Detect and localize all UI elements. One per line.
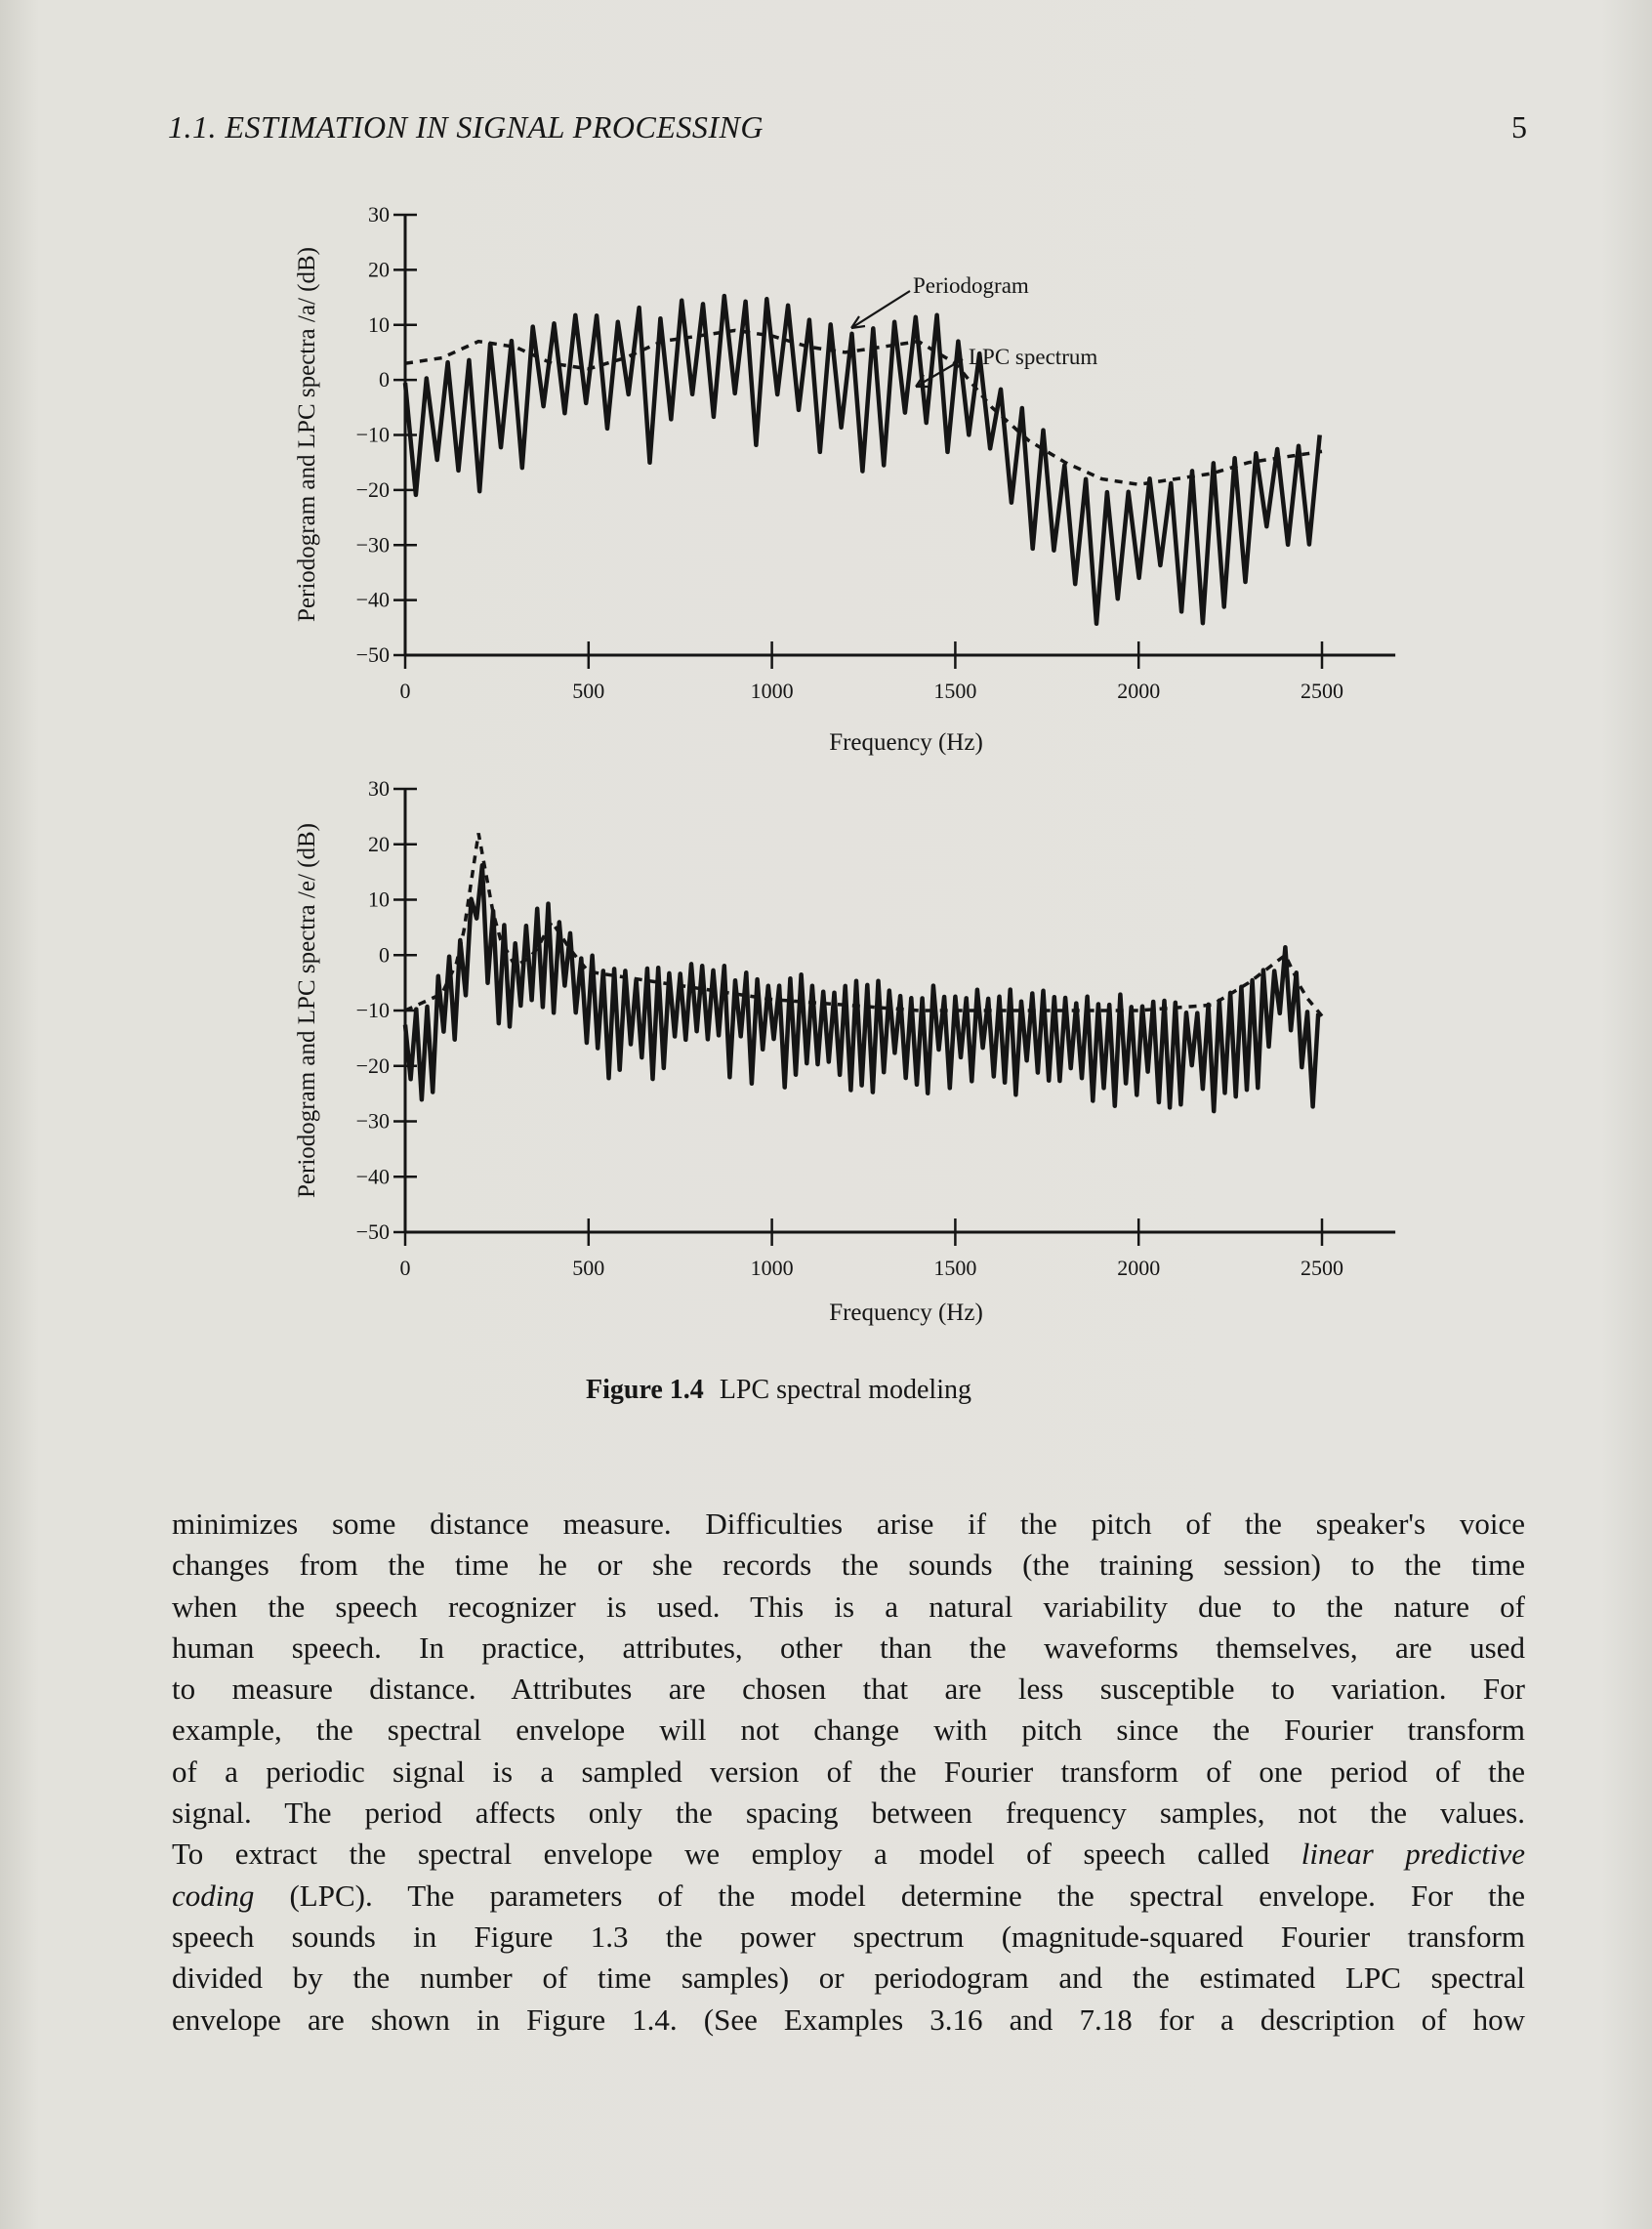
x-tick-label: 2000	[1117, 679, 1160, 703]
x-axis-title: Frequency (Hz)	[829, 729, 983, 756]
x-tick-label: 2500	[1301, 1256, 1343, 1280]
lpc-annotation: LPC spectrum	[969, 345, 1097, 369]
body-line: signal. The period affects only the spac…	[172, 1796, 1525, 1831]
y-tick-label: 10	[368, 887, 390, 912]
x-tick-label: 0	[400, 679, 411, 703]
chart-bottom: 30 20 10 0 −10 −20 −30 −40 −50 0 500 1000 1500 2000 25…	[294, 776, 1396, 1326]
body-text-run: To extract the spectral envelope we empl…	[172, 1837, 1270, 1872]
body-line: changes from the time he or she records …	[172, 1548, 1525, 1583]
body-line: example, the spectral envelope will not …	[172, 1713, 1525, 1748]
y-tick-label: 0	[379, 942, 390, 967]
running-head: 1.1. ESTIMATION IN SIGNAL PROCESSING 5	[168, 109, 1527, 152]
figure-caption: Figure 1.4 LPC spectral modeling	[586, 1375, 971, 1406]
periodogram-series-line	[402, 863, 1321, 1114]
lpc-arrow	[915, 358, 964, 389]
x-tick-label: 0	[400, 1256, 411, 1280]
body-line-with-italic: coding (LPC). The parameters of the mode…	[172, 1876, 1525, 1917]
y-tick-label: −40	[356, 588, 390, 612]
chart-top: 30 20 10 0 −10 −20 −30 −40 −50 0 500 1000 1500 2000 25…	[294, 202, 1396, 756]
body-line: when the speech recognizer is used. This…	[172, 1589, 1525, 1624]
body-line-with-italic: To extract the spectral envelope we empl…	[172, 1834, 1525, 1875]
body-line: divided by the number of time samples) o…	[172, 1961, 1525, 1996]
y-tick-label: −10	[356, 998, 390, 1022]
y-tick-label: 30	[368, 776, 390, 801]
y-tick-label: −30	[356, 532, 390, 557]
x-tick-label: 2500	[1301, 679, 1343, 703]
body-paragraph: minimizes some distance measure. Difficu…	[172, 1504, 1525, 2041]
body-line: human speech. In practice, attributes, o…	[172, 1630, 1525, 1665]
body-line: to measure distance. Attributes are chos…	[172, 1672, 1525, 1707]
y-axis-title: Periodogram and LPC spectra /a/ (dB)	[294, 247, 320, 622]
y-tick-label: 10	[368, 312, 390, 337]
periodogram-annotation: Periodogram	[913, 273, 1029, 298]
italic-term: coding	[172, 1878, 255, 1913]
y-tick-label: −30	[356, 1109, 390, 1134]
y-tick-label: −20	[356, 1053, 390, 1078]
page-number: 5	[1511, 109, 1527, 144]
body-line: speech sounds in Figure 1.3 the power sp…	[172, 1919, 1525, 1954]
y-tick-label: −50	[356, 642, 390, 667]
lpc-series-line	[404, 833, 1324, 1017]
italic-term: linear predictive	[1301, 1837, 1526, 1872]
x-tick-label: 1000	[751, 679, 794, 703]
running-title: 1.1. ESTIMATION IN SIGNAL PROCESSING	[168, 109, 764, 144]
y-tick-label: −40	[356, 1164, 390, 1188]
y-tick-label: −20	[356, 477, 390, 502]
x-tick-label: 500	[572, 679, 604, 703]
y-tick-label: 30	[368, 202, 390, 227]
body-line: minimizes some distance measure. Difficu…	[172, 1507, 1525, 1541]
periodogram-series-line	[402, 293, 1322, 627]
body-line: envelope are shown in Figure 1.4. (See E…	[172, 2002, 1525, 2037]
body-text-run: (LPC). The parameters of the model deter…	[254, 1878, 1525, 1913]
periodogram-arrow	[850, 290, 911, 330]
y-axis-title: Periodogram and LPC spectra /e/ (dB)	[294, 823, 320, 1198]
x-tick-label: 500	[572, 1256, 604, 1280]
y-tick-label: −50	[356, 1219, 390, 1244]
y-tick-label: 0	[379, 367, 390, 392]
x-axis-title: Frequency (Hz)	[829, 1300, 983, 1326]
x-tick-label: 2000	[1117, 1256, 1160, 1280]
y-tick-label: −10	[356, 423, 390, 447]
x-tick-label: 1000	[751, 1256, 794, 1280]
figure-caption-text: LPC spectral modeling	[719, 1375, 971, 1405]
x-tick-label: 1500	[933, 679, 976, 703]
lpc-series-line	[404, 328, 1323, 486]
figure-number: Figure 1.4	[586, 1375, 704, 1405]
y-tick-label: 20	[368, 832, 390, 856]
body-line: of a periodic signal is a sampled versio…	[172, 1754, 1525, 1789]
y-tick-label: 20	[368, 257, 390, 281]
x-tick-label: 1500	[933, 1256, 976, 1280]
